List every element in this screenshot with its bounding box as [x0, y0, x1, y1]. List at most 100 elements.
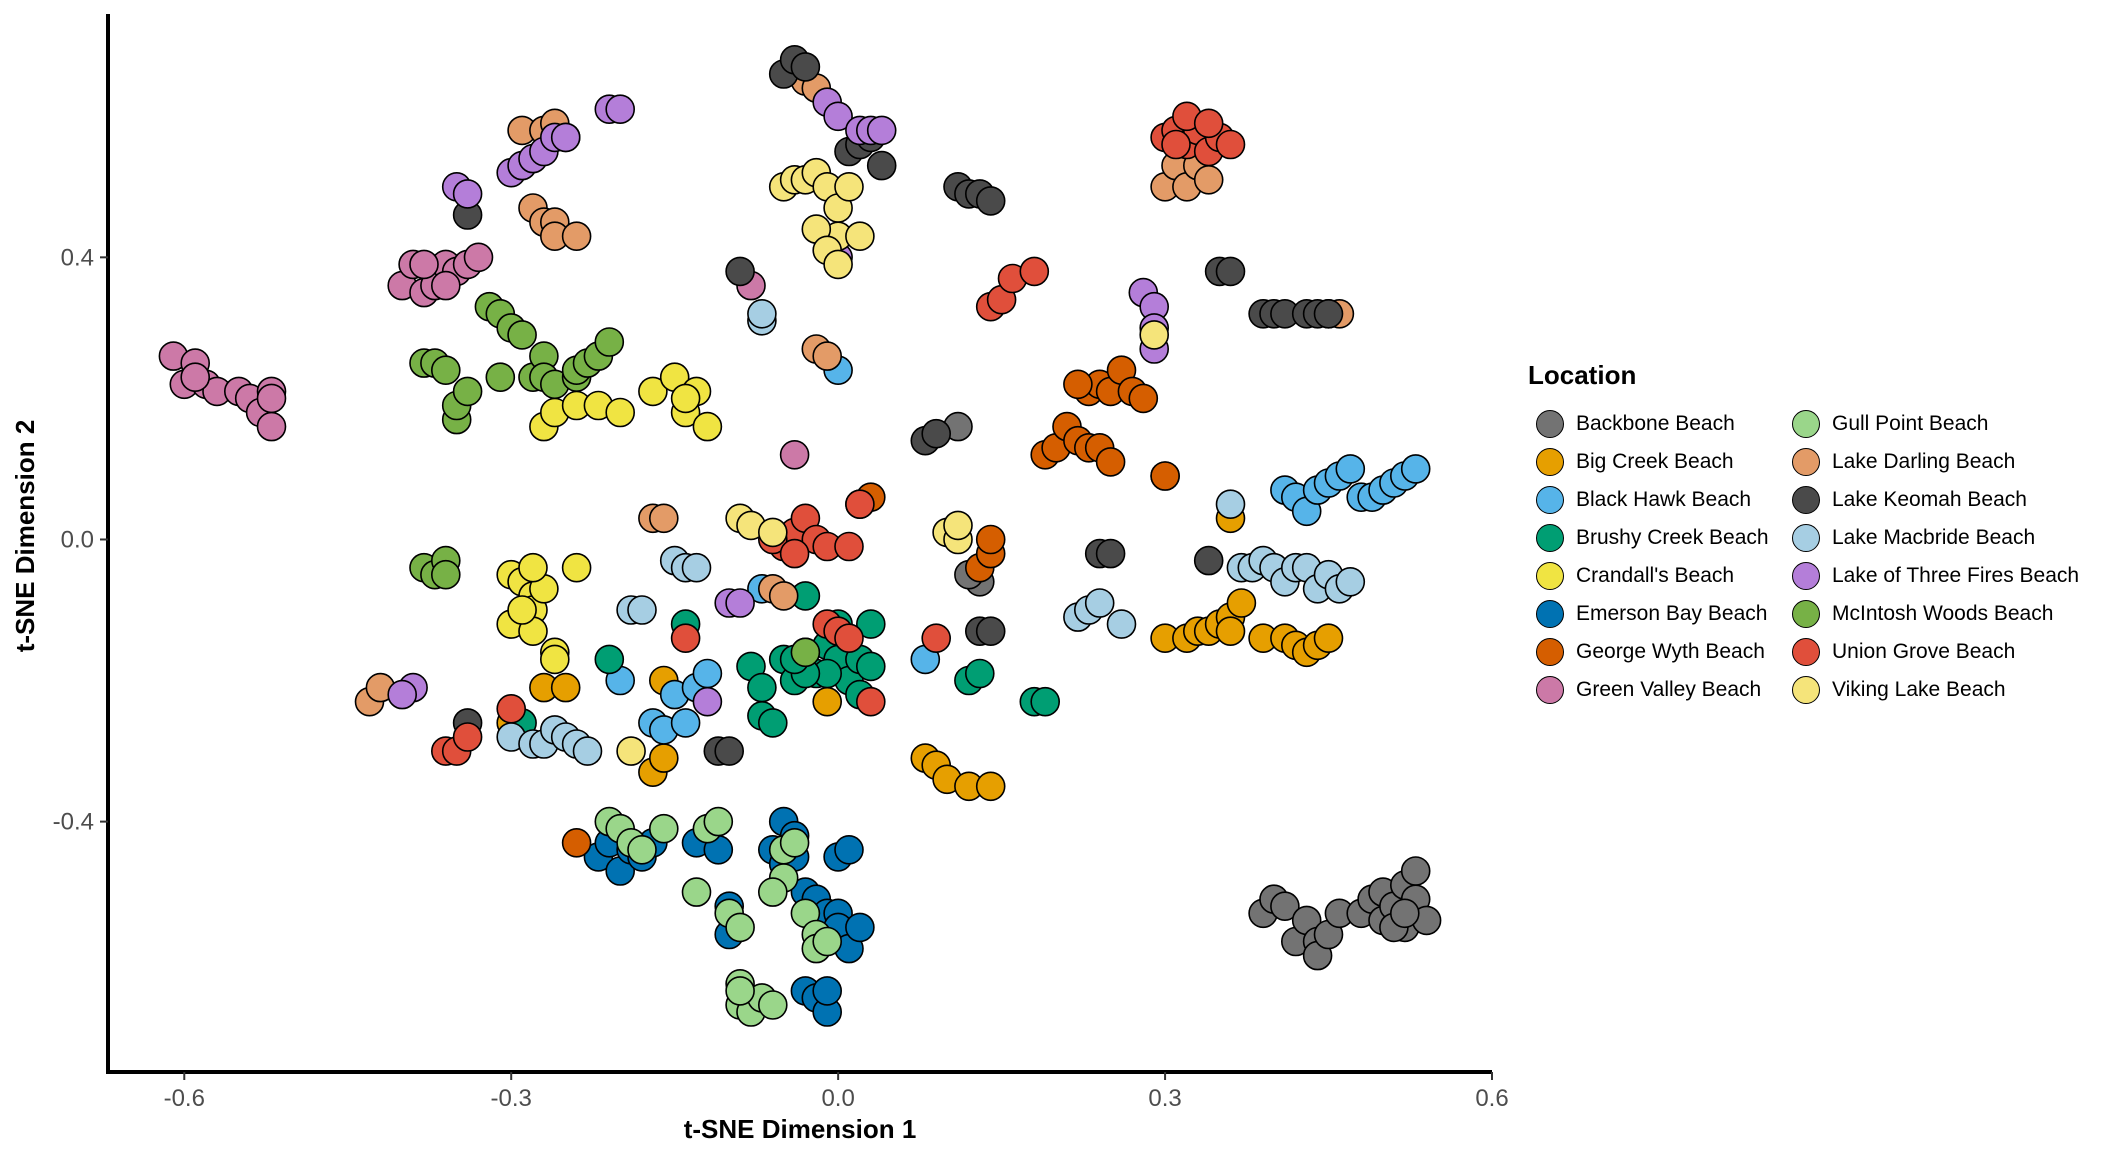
- legend-item: Lake of Three Fires Beach: [1784, 557, 2084, 595]
- legend-swatch: [1792, 486, 1820, 514]
- point-series-9-8: [561, 221, 592, 251]
- point-series-11-9: [1084, 588, 1115, 618]
- point-series-8-21: [812, 926, 843, 957]
- point-series-1-25: [550, 672, 581, 703]
- x-tick-label: 0.6: [1475, 1085, 1508, 1112]
- point-series-12-1: [452, 179, 483, 209]
- point-series-0-19: [1400, 856, 1431, 886]
- point-series-13-8: [485, 362, 516, 393]
- legend-item: Union Grove Beach: [1784, 633, 2084, 671]
- legend-item: Lake Darling Beach: [1784, 443, 2084, 481]
- point-series-2-8: [1335, 454, 1366, 484]
- point-series-1-11: [1215, 616, 1246, 647]
- legend-label: Black Hawk Beach: [1576, 488, 1752, 511]
- legend-swatch: [1792, 676, 1820, 704]
- point-series-9-21: [768, 581, 799, 611]
- point-series-1-12: [1226, 588, 1257, 618]
- point-series-15-18: [1139, 320, 1169, 350]
- point-series-12-22: [387, 679, 418, 710]
- point-series-14-9: [1193, 108, 1224, 139]
- point-series-10-29: [714, 736, 745, 766]
- point-series-5-22: [845, 912, 875, 943]
- x-axis-title: t-SNE Dimension 1: [684, 1114, 917, 1144]
- y-tick-label: -0.4: [53, 809, 94, 836]
- legend-label: George Wyth Beach: [1576, 640, 1765, 663]
- legend-label: Gull Point Beach: [1832, 412, 1989, 435]
- point-series-14-13: [1019, 256, 1050, 287]
- point-series-4-22: [507, 595, 537, 625]
- y-tick-label: 0.0: [61, 526, 94, 553]
- point-series-15-11: [823, 249, 853, 280]
- point-series-7-20: [430, 270, 461, 301]
- point-series-1-4: [975, 771, 1006, 802]
- point-series-15-7: [834, 172, 864, 202]
- axes-layer: -0.6 -0.3 0.0 0.3 0.6 -0.4 0.0 0.4: [53, 14, 1509, 1112]
- legend-item: Brushy Creek Beach: [1528, 519, 1784, 557]
- point-series-12-11: [823, 101, 853, 132]
- point-series-6-16: [975, 524, 1006, 555]
- legend-swatch: [1792, 638, 1820, 666]
- point-series-14-29: [452, 722, 483, 752]
- point-series-7-18: [463, 242, 494, 273]
- point-series-8-23: [757, 877, 788, 907]
- point-series-7-10: [256, 411, 287, 442]
- legend-label: Big Creek Beach: [1576, 450, 1734, 473]
- point-series-8-14: [757, 990, 788, 1020]
- y-axis-title: t-SNE Dimension 2: [10, 420, 40, 653]
- point-series-10-22: [921, 418, 952, 449]
- point-series-14-6: [1215, 129, 1246, 160]
- point-series-1-22: [648, 743, 679, 773]
- point-series-9-12: [812, 341, 843, 371]
- point-series-8-5: [681, 877, 712, 907]
- point-series-14-30: [496, 693, 527, 724]
- point-series-6-19: [561, 827, 592, 858]
- legend-items: Backbone Beach Big Creek Beach Black Hawk …: [1528, 405, 2088, 709]
- legend-item: Lake Macbride Beach: [1784, 519, 2084, 557]
- point-series-15-14: [757, 517, 788, 548]
- point-series-6-6: [1095, 447, 1126, 477]
- point-series-3-18: [855, 651, 886, 682]
- points-layer: [158, 44, 1442, 1027]
- x-tick-label: -0.3: [491, 1085, 532, 1112]
- point-series-14-24: [855, 686, 886, 717]
- legend: Location Backbone Beach Big Creek Beach Bl…: [1528, 360, 2088, 709]
- legend-title: Location: [1528, 360, 1637, 390]
- point-series-13-2: [430, 355, 461, 386]
- point-series-10-27: [975, 616, 1006, 647]
- legend-label: Lake of Three Fires Beach: [1832, 564, 2080, 587]
- point-series-3-0: [594, 644, 625, 675]
- point-series-4-19: [539, 644, 570, 675]
- point-series-9-23: [648, 503, 679, 534]
- point-series-3-21: [964, 658, 995, 689]
- point-series-3-5: [757, 708, 788, 738]
- legend-item: George Wyth Beach: [1528, 633, 1784, 671]
- point-series-10-20: [725, 256, 755, 287]
- point-series-4-15: [561, 552, 592, 583]
- point-series-10-24: [1095, 538, 1126, 569]
- legend-swatch: [1536, 676, 1564, 704]
- point-series-14-32: [779, 538, 810, 569]
- point-series-4-4: [605, 397, 636, 428]
- point-series-10-12: [1215, 256, 1246, 287]
- point-series-11-4: [681, 552, 712, 583]
- legend-label: Lake Darling Beach: [1832, 450, 2016, 473]
- point-series-3-23: [1030, 686, 1060, 717]
- legend-swatch: [1792, 410, 1820, 438]
- legend-swatch: [1792, 448, 1820, 476]
- point-series-10-25: [1193, 545, 1224, 576]
- point-series-6-20: [1063, 369, 1093, 400]
- point-series-12-9: [605, 94, 636, 124]
- point-series-10-10: [975, 186, 1006, 216]
- point-series-4-21: [518, 552, 548, 583]
- point-series-3-3: [747, 672, 777, 703]
- legend-swatch: [1792, 524, 1820, 552]
- legend-label: Lake Macbride Beach: [1832, 526, 2036, 549]
- point-series-10-18: [1313, 298, 1344, 329]
- point-series-2-22: [670, 708, 701, 738]
- point-series-4-5: [638, 376, 668, 407]
- legend-swatch: [1536, 562, 1564, 590]
- point-series-14-20: [845, 489, 875, 520]
- point-series-4-20: [670, 383, 701, 414]
- point-series-8-22: [725, 976, 755, 1006]
- legend-item: Emerson Bay Beach: [1528, 595, 1784, 633]
